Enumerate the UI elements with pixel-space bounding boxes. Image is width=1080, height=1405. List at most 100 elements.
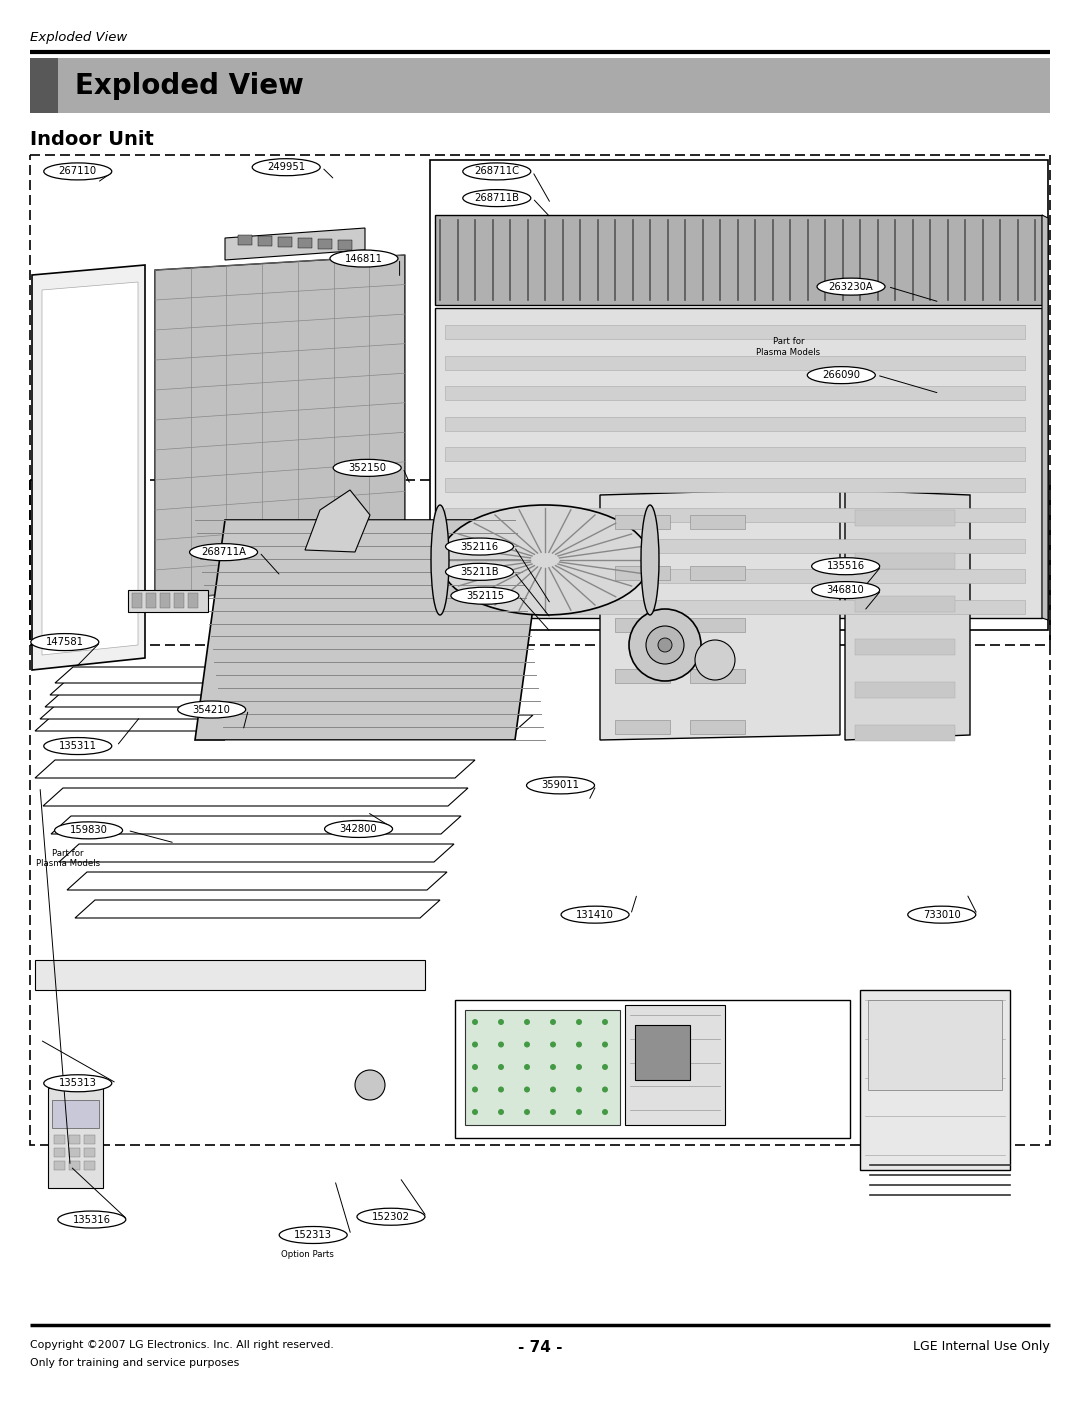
Bar	[84, 1161, 95, 1170]
Ellipse shape	[446, 563, 513, 580]
Bar	[132, 593, 141, 608]
Polygon shape	[75, 901, 440, 917]
Text: 146811: 146811	[345, 253, 383, 264]
Ellipse shape	[818, 278, 885, 295]
Polygon shape	[43, 788, 468, 806]
Text: Only for training and service purposes: Only for training and service purposes	[30, 1359, 240, 1368]
Text: 352115: 352115	[465, 590, 504, 601]
Ellipse shape	[812, 582, 879, 599]
Bar	[465, 1010, 620, 1125]
Text: 268711C: 268711C	[474, 166, 519, 177]
Text: Option Parts: Option Parts	[282, 1250, 334, 1259]
Text: 35211B: 35211B	[460, 566, 499, 577]
Ellipse shape	[524, 1019, 530, 1026]
Ellipse shape	[440, 504, 650, 615]
Ellipse shape	[44, 1075, 111, 1092]
Text: Exploded View: Exploded View	[30, 31, 127, 45]
Text: Copyright ©2007 LG Electronics. Inc. All right reserved.: Copyright ©2007 LG Electronics. Inc. All…	[30, 1340, 334, 1350]
Polygon shape	[195, 520, 545, 740]
Bar	[625, 1005, 725, 1125]
Polygon shape	[67, 873, 447, 889]
Text: 354210: 354210	[192, 704, 231, 715]
Text: 159830: 159830	[69, 825, 108, 836]
Polygon shape	[845, 490, 970, 740]
Text: 359011: 359011	[541, 780, 580, 791]
Ellipse shape	[498, 1064, 504, 1071]
Bar	[855, 554, 955, 569]
Text: 152302: 152302	[372, 1211, 410, 1222]
Ellipse shape	[463, 190, 530, 207]
Ellipse shape	[498, 1086, 504, 1093]
Ellipse shape	[524, 1086, 530, 1093]
Ellipse shape	[498, 1019, 504, 1026]
Ellipse shape	[550, 1086, 556, 1093]
Ellipse shape	[451, 587, 518, 604]
Text: 342800: 342800	[340, 823, 377, 835]
Ellipse shape	[808, 367, 875, 384]
Polygon shape	[305, 490, 370, 552]
Bar	[690, 566, 745, 580]
Ellipse shape	[446, 538, 513, 555]
Ellipse shape	[696, 641, 735, 680]
Ellipse shape	[58, 1211, 125, 1228]
Polygon shape	[42, 282, 138, 655]
Bar	[615, 516, 670, 530]
Ellipse shape	[253, 159, 320, 176]
Ellipse shape	[472, 1019, 478, 1026]
Bar	[160, 593, 170, 608]
Ellipse shape	[527, 777, 594, 794]
Ellipse shape	[325, 821, 392, 837]
Bar	[445, 325, 1025, 339]
Bar	[84, 1148, 95, 1156]
Bar	[445, 509, 1025, 523]
Text: 135516: 135516	[826, 561, 865, 572]
Bar	[69, 1161, 80, 1170]
Ellipse shape	[550, 1041, 556, 1048]
Bar	[855, 596, 955, 613]
Text: 266090: 266090	[822, 370, 861, 381]
Text: 131410: 131410	[576, 909, 615, 920]
Ellipse shape	[562, 906, 629, 923]
Bar	[445, 355, 1025, 370]
Ellipse shape	[576, 1019, 582, 1026]
Bar	[48, 1087, 103, 1189]
Text: 352150: 352150	[348, 462, 387, 473]
Ellipse shape	[472, 1109, 478, 1116]
Bar	[146, 593, 156, 608]
Bar	[35, 960, 426, 991]
Bar	[30, 155, 1050, 645]
Ellipse shape	[472, 1064, 478, 1071]
Ellipse shape	[31, 634, 98, 651]
Polygon shape	[55, 667, 433, 683]
Text: Part for
Plasma Models: Part for Plasma Models	[756, 337, 821, 357]
Ellipse shape	[524, 1041, 530, 1048]
Bar	[54, 1135, 65, 1144]
Ellipse shape	[44, 738, 111, 754]
Ellipse shape	[646, 627, 684, 665]
Ellipse shape	[629, 608, 701, 681]
Ellipse shape	[576, 1064, 582, 1071]
Ellipse shape	[498, 1109, 504, 1116]
Ellipse shape	[550, 1019, 556, 1026]
Polygon shape	[225, 228, 365, 260]
Ellipse shape	[908, 906, 975, 923]
Ellipse shape	[642, 504, 659, 615]
Bar	[58, 58, 1050, 112]
Text: 135311: 135311	[58, 740, 97, 752]
Bar	[690, 719, 745, 733]
Bar	[298, 237, 312, 249]
Bar	[338, 240, 352, 250]
Text: - 74 -: - 74 -	[517, 1340, 563, 1354]
Bar	[258, 236, 272, 246]
Ellipse shape	[576, 1041, 582, 1048]
Bar	[855, 639, 955, 655]
Bar	[445, 478, 1025, 492]
Bar	[690, 669, 745, 683]
Ellipse shape	[524, 1064, 530, 1071]
Text: Part for
Plasma Models: Part for Plasma Models	[36, 849, 100, 868]
Ellipse shape	[334, 459, 401, 476]
Polygon shape	[45, 691, 483, 707]
Ellipse shape	[472, 1041, 478, 1048]
Bar	[445, 569, 1025, 583]
Ellipse shape	[178, 701, 245, 718]
